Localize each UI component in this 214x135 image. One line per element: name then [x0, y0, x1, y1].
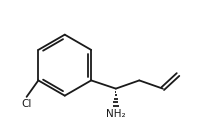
Text: NH₂: NH₂ [106, 109, 126, 119]
Text: Cl: Cl [21, 99, 32, 109]
